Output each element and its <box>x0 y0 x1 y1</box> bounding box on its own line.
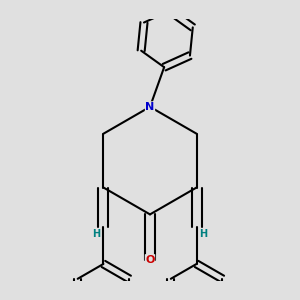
Text: O: O <box>145 255 155 265</box>
Text: H: H <box>200 229 208 239</box>
Text: N: N <box>146 102 154 112</box>
Text: H: H <box>92 229 101 239</box>
